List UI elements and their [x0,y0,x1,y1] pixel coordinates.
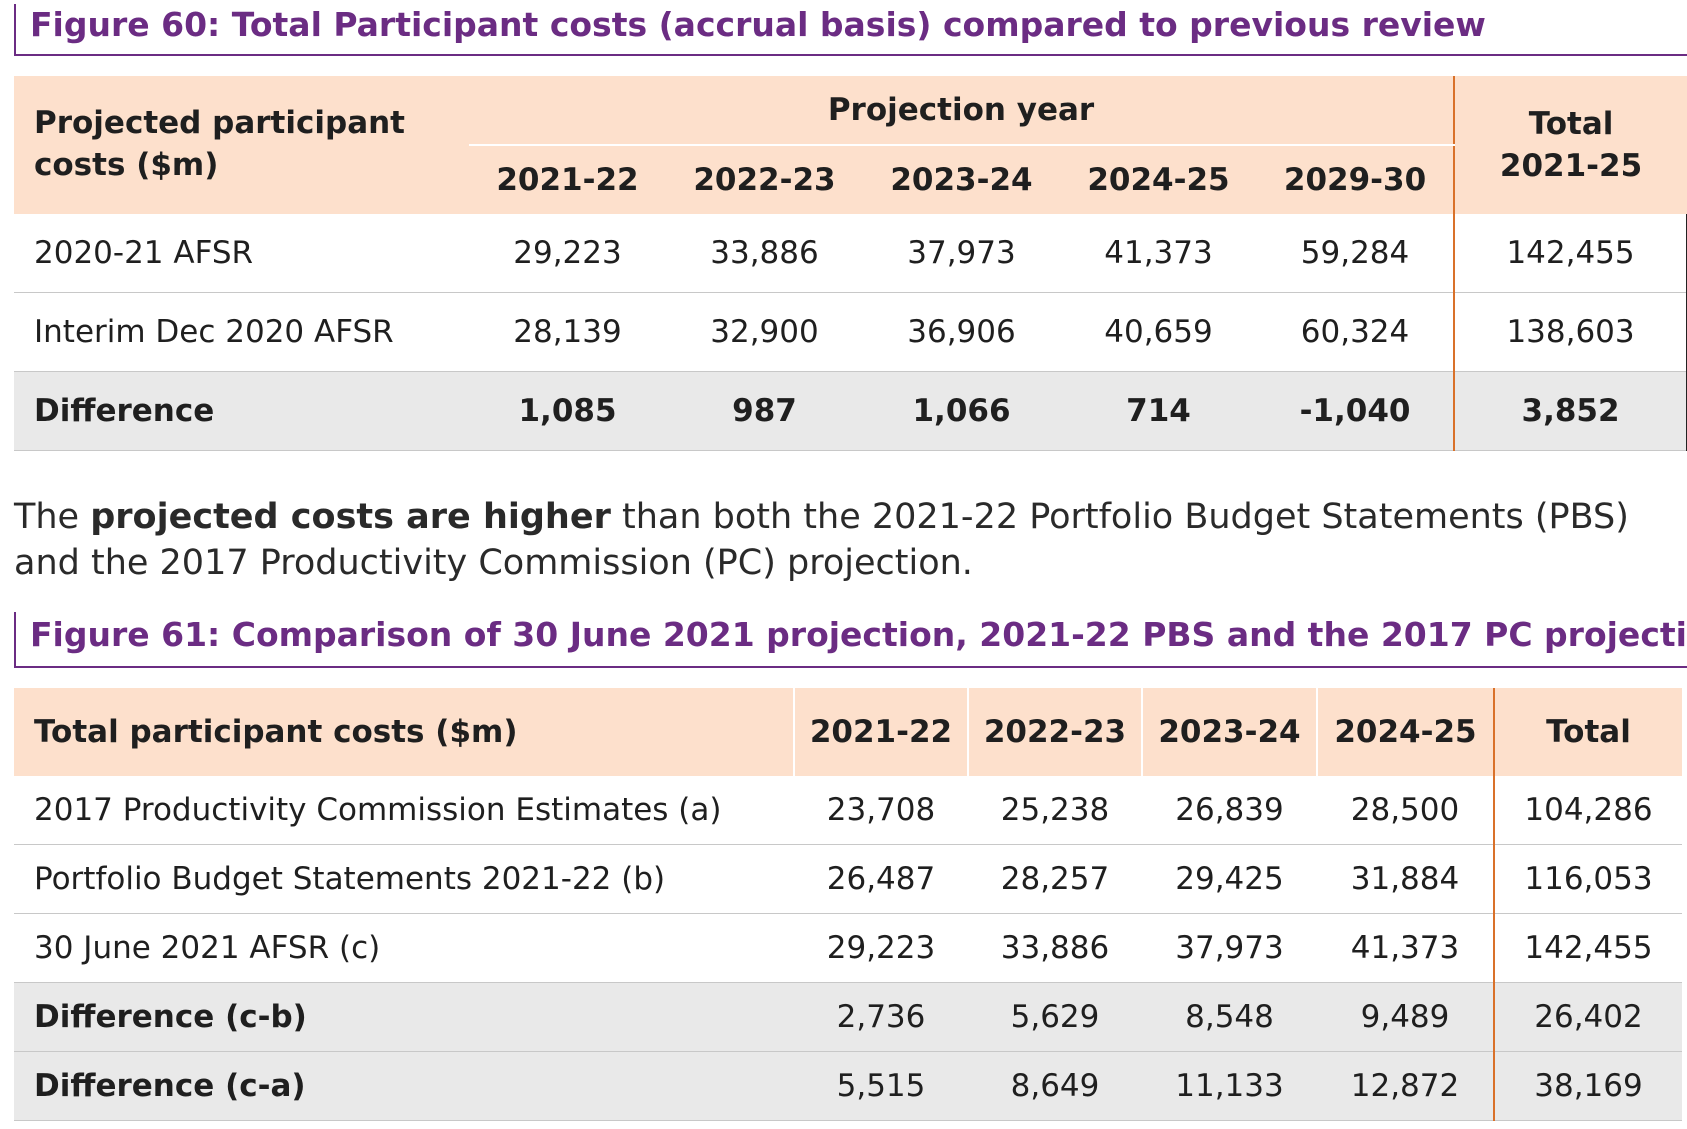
year-header: 2023-24 [863,145,1060,214]
row-header-label: Projected participant costs ($m) [14,76,469,214]
cell-value: 29,223 [469,214,666,293]
row-label: Difference [14,371,469,451]
year-header: 2021-22 [793,688,968,776]
cell-value: 41,373 [1317,913,1494,983]
cell-value: 41,373 [1060,214,1257,293]
cell-value: 1,085 [469,371,666,451]
cell-value: 11,133 [1142,1051,1317,1121]
cell-value: 28,139 [469,292,666,372]
row-label: 30 June 2021 AFSR (c) [14,913,794,983]
row-label: 2017 Productivity Commission Estimates (… [14,776,794,845]
cell-value: 37,973 [863,214,1060,293]
cell-value: 8,649 [968,1051,1142,1121]
cell-value: 1,066 [863,371,1060,451]
table-row: Interim Dec 2020 AFSR 28,139 32,900 36,9… [14,292,1687,372]
cell-total: 104,286 [1493,776,1682,845]
cell-value: 28,257 [968,844,1142,914]
year-header: 2029-30 [1257,145,1455,214]
cell-value: 37,973 [1142,913,1317,983]
projection-year-header: Projection year [469,76,1455,146]
cell-value: 2,736 [794,982,968,1052]
cell-value: 32,900 [666,292,863,372]
emphasis-text: projected costs are higher [90,497,611,537]
cell-value: 26,839 [1142,776,1317,845]
difference-row: Difference (c-b) 2,736 5,629 8,548 9,489… [14,982,1682,1052]
cell-value: 60,324 [1257,292,1455,372]
cell-value: 33,886 [968,913,1142,983]
total-column-header: Total 2021-25 [1453,76,1687,214]
row-label: Portfolio Budget Statements 2021-22 (b) [14,844,794,914]
difference-row: Difference 1,085 987 1,066 714 -1,040 3,… [14,371,1687,451]
year-header: 2024-25 [1316,688,1494,776]
cell-total: 3,852 [1453,371,1687,451]
total-column-header: Total [1493,688,1682,776]
cell-value: 12,872 [1317,1051,1494,1121]
row-header-label: Total participant costs ($m) [14,688,794,776]
cell-total: 38,169 [1493,1051,1682,1121]
cell-total: 116,053 [1493,844,1682,914]
figure-61-table: Total participant costs ($m) 2021-22 202… [14,688,1682,1121]
row-label: 2020-21 AFSR [14,214,469,293]
figure-60-title: Figure 60: Total Participant costs (accr… [14,4,1687,56]
cell-value: 28,500 [1317,776,1494,845]
cell-value: 8,548 [1142,982,1317,1052]
year-header: 2022-23 [967,688,1142,776]
cell-total: 138,603 [1453,292,1687,372]
row-label: Difference (c-a) [14,1051,794,1121]
figure-61-title: Figure 61: Comparison of 30 June 2021 pr… [14,612,1687,668]
cell-value: 59,284 [1257,214,1455,293]
cell-value: 40,659 [1060,292,1257,372]
year-header: 2021-22 [469,145,666,214]
cell-value: 29,425 [1142,844,1317,914]
table-row: 2020-21 AFSR 29,223 33,886 37,973 41,373… [14,214,1687,293]
cell-value: 5,629 [968,982,1142,1052]
cell-value: 31,884 [1317,844,1494,914]
cell-value: 23,708 [794,776,968,845]
table-row: Portfolio Budget Statements 2021-22 (b) … [14,844,1682,914]
cell-value: 5,515 [794,1051,968,1121]
cell-value: 36,906 [863,292,1060,372]
row-label: Interim Dec 2020 AFSR [14,292,469,372]
header-row: Total participant costs ($m) 2021-22 202… [14,688,1682,776]
cell-value: -1,040 [1257,371,1455,451]
year-header: 2022-23 [666,145,863,214]
cell-value: 714 [1060,371,1257,451]
cell-value: 25,238 [968,776,1142,845]
cell-value: 987 [666,371,863,451]
year-header: 2024-25 [1060,145,1257,214]
cell-value: 26,487 [794,844,968,914]
cell-value: 29,223 [794,913,968,983]
cell-total: 142,455 [1493,913,1682,983]
cell-value: 33,886 [666,214,863,293]
year-header: 2023-24 [1141,688,1317,776]
cell-value: 9,489 [1317,982,1494,1052]
cell-total: 26,402 [1493,982,1682,1052]
difference-row: Difference (c-a) 5,515 8,649 11,133 12,8… [14,1051,1682,1121]
cell-total: 142,455 [1453,214,1687,293]
row-label: Difference (c-b) [14,982,794,1052]
body-paragraph: The projected costs are higher than both… [14,497,1629,583]
table-row: 30 June 2021 AFSR (c) 29,223 33,886 37,9… [14,913,1682,983]
figure-60-table: Projected participant costs ($m) Projecti… [14,76,1687,451]
table-row: 2017 Productivity Commission Estimates (… [14,776,1682,845]
